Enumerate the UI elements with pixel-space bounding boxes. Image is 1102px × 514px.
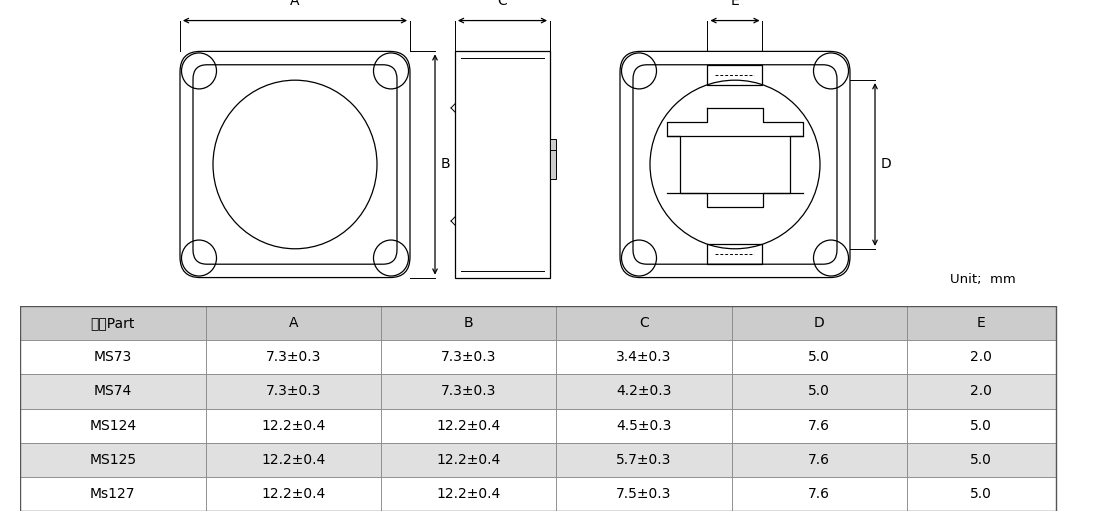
Text: 2.0: 2.0 — [970, 350, 992, 364]
Bar — [381, 443, 557, 477]
Text: 7.6: 7.6 — [808, 453, 830, 467]
Text: 7.6: 7.6 — [808, 419, 830, 433]
Text: D: D — [814, 316, 824, 330]
Text: 12.2±0.4: 12.2±0.4 — [436, 487, 500, 501]
Text: Unit;  mm: Unit; mm — [950, 273, 1016, 286]
Text: 3.4±0.3: 3.4±0.3 — [616, 350, 671, 364]
Bar — [381, 409, 557, 443]
Bar — [557, 477, 732, 511]
Text: 7.5±0.3: 7.5±0.3 — [616, 487, 671, 501]
Bar — [557, 409, 732, 443]
Text: 7.3±0.3: 7.3±0.3 — [266, 350, 321, 364]
Bar — [381, 477, 557, 511]
Bar — [732, 374, 907, 409]
Text: 5.0: 5.0 — [970, 419, 992, 433]
Text: B: B — [464, 316, 474, 330]
Bar — [907, 409, 1056, 443]
Text: 12.2±0.4: 12.2±0.4 — [436, 419, 500, 433]
Text: 5.7±0.3: 5.7±0.3 — [616, 453, 671, 467]
Bar — [550, 139, 557, 168]
Bar — [557, 443, 732, 477]
Text: 5.0: 5.0 — [808, 350, 830, 364]
Bar — [732, 409, 907, 443]
Bar — [206, 443, 381, 477]
Bar — [732, 306, 907, 340]
Text: C: C — [498, 0, 507, 8]
Text: 5.0: 5.0 — [970, 453, 992, 467]
Bar — [557, 306, 732, 340]
Text: 7.3±0.3: 7.3±0.3 — [441, 384, 496, 398]
Text: MS124: MS124 — [89, 419, 137, 433]
Bar — [20, 340, 206, 374]
Bar — [550, 150, 557, 179]
Text: C: C — [639, 316, 649, 330]
Text: MS74: MS74 — [94, 384, 132, 398]
Text: 5.0: 5.0 — [808, 384, 830, 398]
Bar — [907, 477, 1056, 511]
Bar — [732, 477, 907, 511]
Bar — [206, 409, 381, 443]
Bar — [206, 374, 381, 409]
Text: D: D — [880, 157, 892, 172]
Bar — [732, 340, 907, 374]
Bar — [381, 340, 557, 374]
Bar — [206, 306, 381, 340]
Bar — [20, 443, 206, 477]
Bar — [907, 306, 1056, 340]
Bar — [907, 374, 1056, 409]
Text: 2.0: 2.0 — [970, 384, 992, 398]
Text: A: A — [289, 316, 299, 330]
Text: 12.2±0.4: 12.2±0.4 — [261, 487, 325, 501]
Bar — [732, 443, 907, 477]
Bar — [381, 306, 557, 340]
Text: Ms127: Ms127 — [90, 487, 136, 501]
Text: 7.3±0.3: 7.3±0.3 — [266, 384, 321, 398]
Bar — [206, 477, 381, 511]
Text: 5.0: 5.0 — [970, 487, 992, 501]
Bar — [557, 340, 732, 374]
Bar — [455, 51, 550, 278]
Text: 4.2±0.3: 4.2±0.3 — [616, 384, 671, 398]
Bar — [381, 374, 557, 409]
Text: A: A — [290, 0, 300, 8]
Text: 12.2±0.4: 12.2±0.4 — [436, 453, 500, 467]
Bar — [20, 374, 206, 409]
Text: MS125: MS125 — [89, 453, 137, 467]
Bar — [20, 477, 206, 511]
Text: MS73: MS73 — [94, 350, 132, 364]
Bar — [907, 340, 1056, 374]
Text: 12.2±0.4: 12.2±0.4 — [261, 419, 325, 433]
Bar — [20, 409, 206, 443]
Text: E: E — [731, 0, 739, 8]
Bar — [707, 65, 763, 85]
Bar — [20, 306, 206, 340]
Text: 7.3±0.3: 7.3±0.3 — [441, 350, 496, 364]
Text: 7.6: 7.6 — [808, 487, 830, 501]
Text: E: E — [976, 316, 985, 330]
Bar — [907, 443, 1056, 477]
Bar — [557, 374, 732, 409]
Text: B: B — [441, 157, 451, 172]
Bar — [206, 340, 381, 374]
Bar — [707, 244, 763, 264]
Text: 12.2±0.4: 12.2±0.4 — [261, 453, 325, 467]
Text: 型號Part: 型號Part — [90, 316, 134, 330]
Text: 4.5±0.3: 4.5±0.3 — [616, 419, 671, 433]
